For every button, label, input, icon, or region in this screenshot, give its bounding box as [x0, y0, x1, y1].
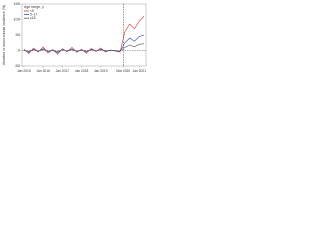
- x-tick-label: Jan 2018: [75, 69, 89, 73]
- y-tick-label: 100: [13, 17, 20, 22]
- legend-label: 5–17: [30, 12, 38, 16]
- chart: Variation in mean annual incidence (%) -…: [2, 1, 147, 73]
- y-tick-label: 150: [13, 1, 20, 6]
- series-line: [23, 43, 145, 52]
- x-tick-label: Jan 2017: [56, 69, 70, 73]
- y-axis-label: Variation in mean annual incidence (%): [2, 5, 6, 66]
- series-line: [23, 34, 145, 54]
- legend-label: ≥18: [30, 16, 36, 20]
- y-tick-label: 0: [18, 48, 21, 53]
- y-tick-label: -50: [14, 63, 21, 68]
- y-tick-label: 50: [16, 32, 21, 37]
- x-tick-label: Jan 2015: [17, 69, 31, 73]
- plot-area: [21, 3, 147, 67]
- x-tick-label: Jan 2019: [94, 69, 108, 73]
- x-tick-label: Jan 2021: [132, 69, 146, 73]
- x-tick-label: Mar 2020: [116, 69, 130, 73]
- x-tick-label: Jan 2016: [36, 69, 50, 73]
- legend-label: <5: [30, 9, 34, 13]
- series-line: [23, 16, 145, 55]
- legend-title: Age range, y: [24, 5, 44, 9]
